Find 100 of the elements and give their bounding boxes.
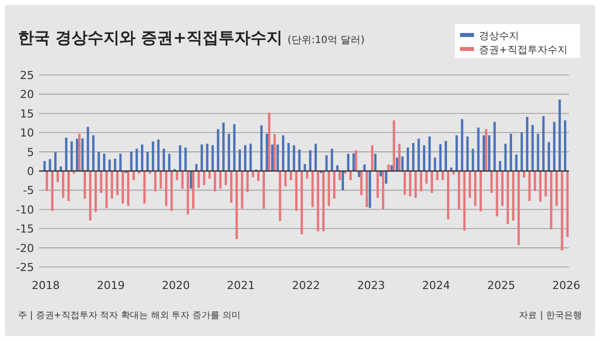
bar <box>311 171 314 208</box>
bar <box>266 134 268 171</box>
bar <box>165 171 168 206</box>
bar <box>360 171 363 196</box>
x-tick-label: 2024 <box>422 279 450 292</box>
bar <box>60 166 62 171</box>
subtitle: (단위:10억 달러) <box>288 35 365 46</box>
y-tick-label: -25 <box>16 261 34 274</box>
bar <box>304 164 306 171</box>
bar <box>555 171 558 206</box>
bar <box>539 171 542 202</box>
x-tick-label: 2019 <box>96 279 125 292</box>
bar <box>94 171 97 212</box>
bar <box>436 171 438 180</box>
bar <box>456 135 458 171</box>
bar <box>512 171 514 221</box>
y-tick-label: -5 <box>23 184 34 198</box>
bar <box>116 171 119 196</box>
bar <box>385 171 388 184</box>
bar <box>439 144 442 171</box>
bar <box>347 154 350 171</box>
bar <box>450 168 452 171</box>
bar <box>65 138 68 171</box>
bar <box>526 116 528 171</box>
bar <box>564 120 566 171</box>
bar <box>484 129 488 171</box>
bar <box>390 165 393 171</box>
bar <box>89 171 92 221</box>
bar <box>130 152 132 171</box>
bar <box>198 171 200 188</box>
bar <box>531 124 534 171</box>
x-tick-label: 2026 <box>552 279 580 292</box>
bar <box>236 171 238 239</box>
bar <box>192 171 194 209</box>
bar <box>474 171 476 206</box>
bar <box>46 171 48 191</box>
bar <box>480 171 482 212</box>
bar <box>268 112 270 171</box>
bar <box>298 149 301 171</box>
bar <box>306 171 308 179</box>
bar <box>230 171 232 203</box>
bar <box>206 144 208 171</box>
bar <box>422 145 426 171</box>
bar <box>160 171 162 189</box>
bar <box>273 134 276 171</box>
bar <box>409 171 412 196</box>
bar <box>140 144 144 171</box>
y-tick-label: -15 <box>16 222 34 236</box>
y-tick-label: 5 <box>27 146 34 159</box>
bar <box>62 171 64 198</box>
bar <box>418 138 420 171</box>
bar <box>380 171 382 176</box>
bar <box>51 171 54 211</box>
legend-label: 증권+직접투자수지 <box>479 45 568 56</box>
source: 자료 | 한국은행 <box>519 311 582 321</box>
bar <box>488 135 490 171</box>
bar <box>442 171 444 180</box>
bar <box>328 171 330 206</box>
bar <box>136 148 138 171</box>
y-tick-label: 15 <box>20 107 34 120</box>
bar <box>233 124 236 171</box>
bar <box>444 141 447 171</box>
y-tick-label: 10 <box>20 126 34 140</box>
y-tick-label: -20 <box>16 242 34 255</box>
x-tick-label: 2023 <box>357 279 386 292</box>
bar <box>342 171 344 190</box>
bar <box>122 171 124 204</box>
bar <box>520 132 523 171</box>
bar <box>162 148 166 171</box>
bar <box>168 154 170 171</box>
title: 한국 경상수지와 증권+직접투자수지 <box>18 28 283 47</box>
x-tick-label: 2022 <box>292 279 320 292</box>
bar <box>468 171 472 198</box>
bar <box>100 171 102 193</box>
bar <box>224 171 227 186</box>
bar <box>414 171 417 198</box>
bar <box>300 171 303 234</box>
bar <box>70 141 73 171</box>
bar <box>550 171 552 230</box>
bar <box>257 171 260 181</box>
bar <box>84 171 86 199</box>
bar <box>515 154 518 171</box>
bar <box>282 135 284 171</box>
x-tick-label: 2025 <box>487 279 516 292</box>
y-tick-label: -10 <box>16 203 34 216</box>
x-tick-label: 2020 <box>162 279 190 292</box>
bar <box>430 171 434 193</box>
bar <box>271 144 274 171</box>
bar <box>333 171 336 199</box>
bar <box>506 171 509 224</box>
bar <box>186 171 190 214</box>
bar <box>108 159 111 171</box>
bar <box>493 122 496 171</box>
bar <box>195 164 198 171</box>
bar <box>78 134 81 171</box>
note: 주 | 증권+직접투자 적자 확대는 해외 투자 증가를 의미 <box>18 311 240 321</box>
bar <box>262 171 265 209</box>
bar <box>501 171 504 206</box>
y-tick-label: 20 <box>20 88 34 102</box>
legend-label: 경상수지 <box>479 31 519 42</box>
